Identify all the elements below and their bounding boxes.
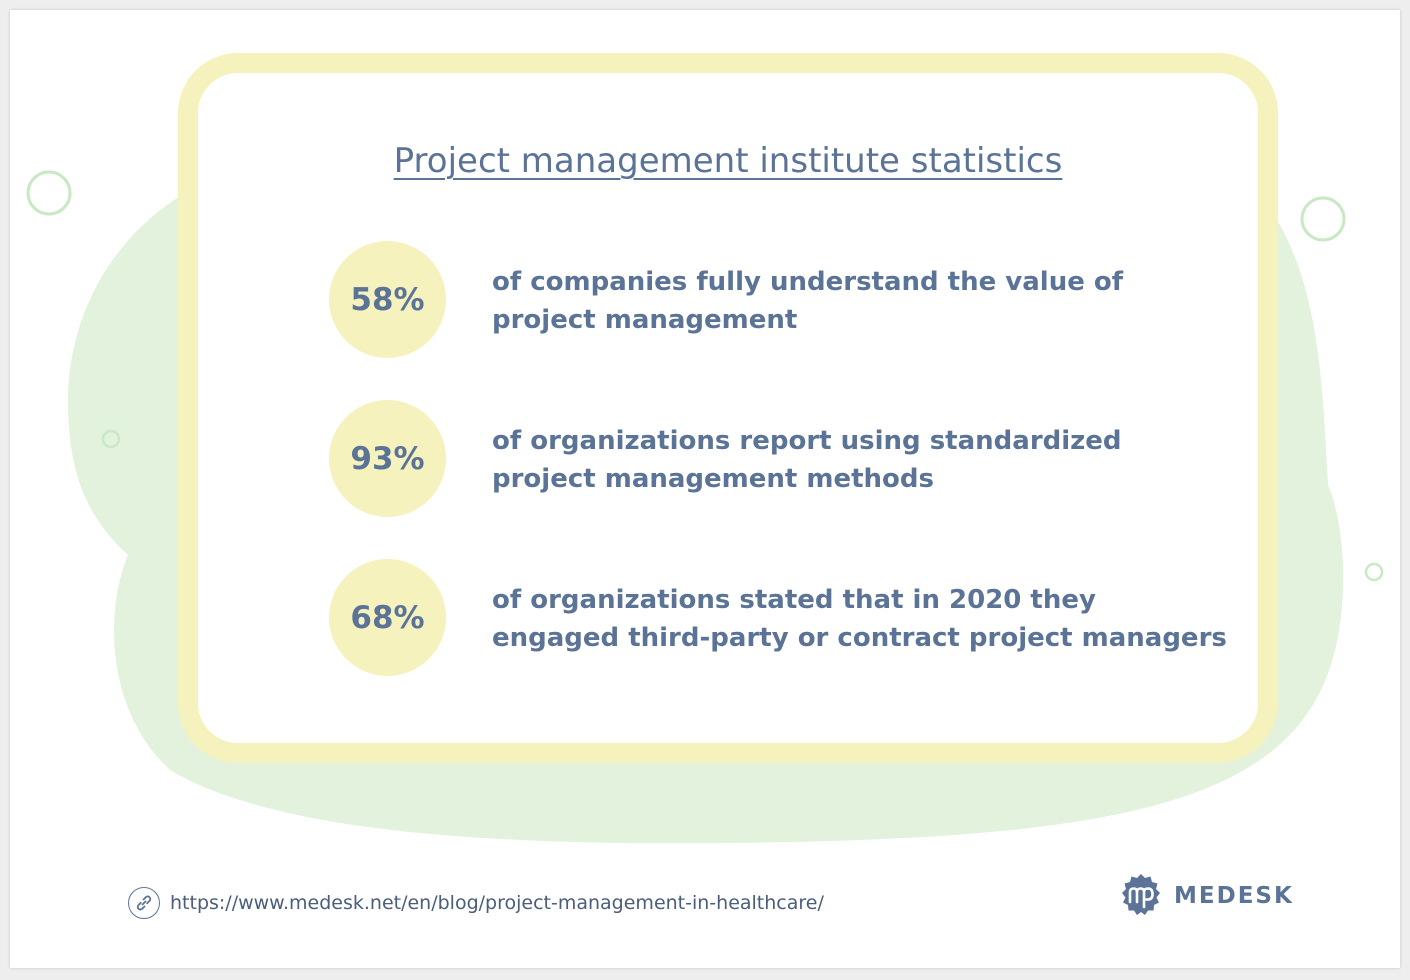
- stat-line: of organizations stated that in 2020 the…: [492, 585, 1096, 615]
- decor-ring-small-left: [101, 429, 121, 449]
- card-title: Project management institute statistics: [393, 141, 1063, 181]
- stat-description: of organizations report using standardiz…: [492, 422, 1212, 498]
- decor-ring-small-right: [1364, 562, 1384, 582]
- stat-line: of organizations report using standardiz…: [492, 426, 1122, 456]
- stat-item: 68% of organizations stated that in 2020…: [329, 559, 1229, 677]
- stat-value-badge: 58%: [329, 241, 446, 358]
- link-icon: [128, 887, 160, 919]
- source-url[interactable]: https://www.medesk.net/en/blog/project-m…: [170, 892, 824, 914]
- stat-line: engaged third-party or contract project …: [492, 623, 1227, 653]
- stat-line: project management methods: [492, 464, 934, 494]
- brand-name: MEDESK: [1174, 883, 1294, 909]
- brand-logo: MEDESK: [1118, 872, 1294, 920]
- stat-value-badge: 93%: [329, 400, 446, 517]
- stat-item: 58% of companies fully understand the va…: [329, 241, 1229, 359]
- stat-item: 93% of organizations report using standa…: [329, 400, 1229, 518]
- decor-ring-right: [1300, 196, 1346, 242]
- stat-line: of companies fully understand the value …: [492, 267, 1124, 297]
- decor-ring-left: [26, 170, 72, 216]
- stat-description: of organizations stated that in 2020 the…: [492, 581, 1227, 657]
- stat-value-badge: 68%: [329, 559, 446, 676]
- source-link[interactable]: https://www.medesk.net/en/blog/project-m…: [128, 886, 824, 920]
- statistics-card: Project management institute statistics …: [178, 53, 1278, 763]
- stat-description: of companies fully understand the value …: [492, 263, 1212, 339]
- medesk-logo-icon: [1122, 874, 1160, 915]
- stat-line: project management: [492, 305, 798, 335]
- infographic-sheet: Project management institute statistics …: [10, 10, 1400, 968]
